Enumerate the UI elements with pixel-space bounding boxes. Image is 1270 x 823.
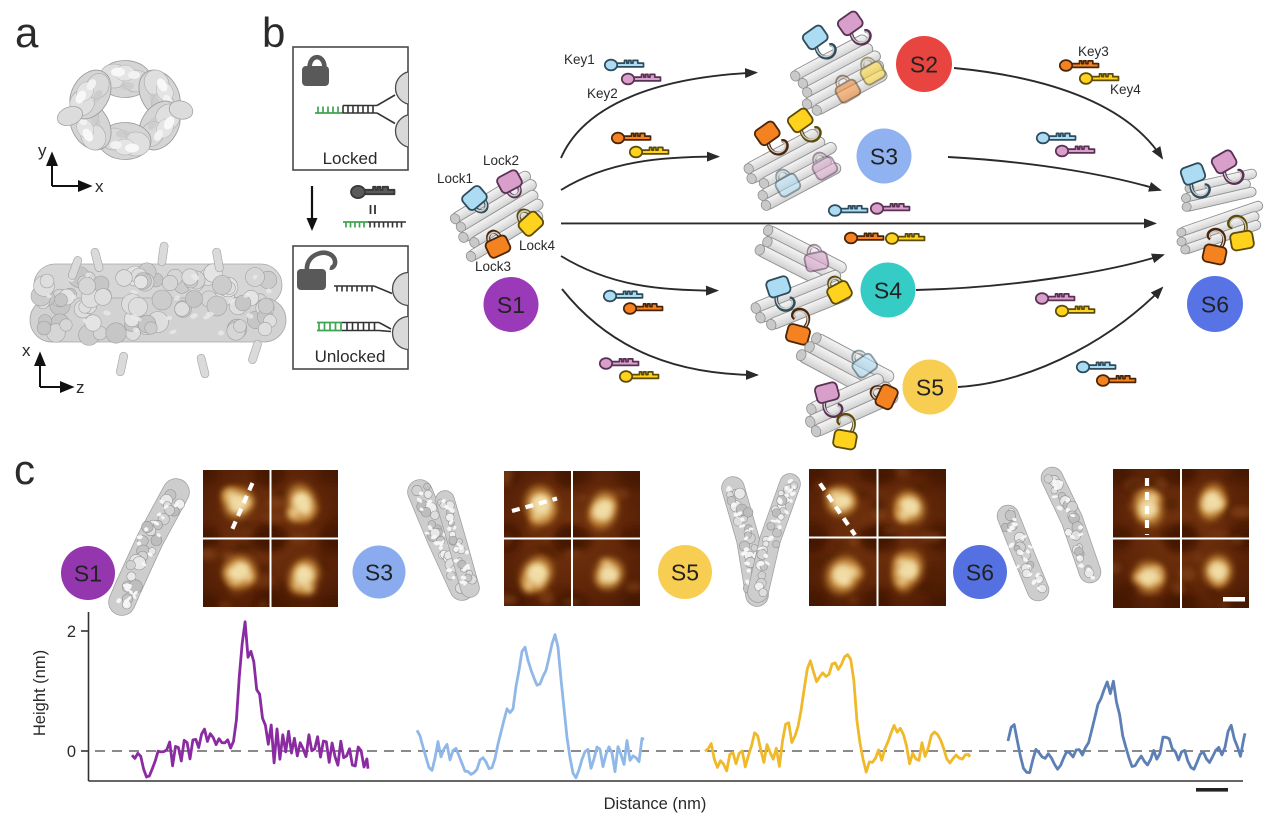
svg-text:Lock2: Lock2 (483, 153, 519, 168)
svg-text:S2: S2 (910, 51, 938, 77)
svg-text:x: x (22, 341, 31, 360)
svg-text:z: z (76, 378, 85, 397)
svg-text:Key2: Key2 (587, 86, 618, 101)
svg-text:S3: S3 (870, 143, 898, 169)
svg-text:Lock3: Lock3 (475, 259, 511, 274)
svg-text:S4: S4 (874, 277, 902, 303)
svg-text:Lock1: Lock1 (437, 171, 473, 186)
svg-text:Lock4: Lock4 (519, 238, 556, 253)
svg-text:S1: S1 (497, 292, 525, 318)
svg-text:2: 2 (67, 623, 76, 641)
svg-text:x: x (95, 177, 104, 196)
svg-text:b: b (262, 9, 285, 56)
svg-text:S5: S5 (671, 559, 699, 585)
svg-text:a: a (15, 9, 39, 56)
svg-text:y: y (38, 141, 47, 160)
svg-text:S1: S1 (74, 560, 102, 586)
svg-text:S3: S3 (365, 559, 393, 585)
svg-text:0: 0 (67, 743, 76, 761)
svg-text:S6: S6 (1201, 291, 1229, 317)
svg-text:Key3: Key3 (1078, 44, 1109, 59)
svg-text:Locked: Locked (323, 149, 378, 168)
svg-text:Key4: Key4 (1110, 82, 1141, 97)
svg-text:Height (nm): Height (nm) (31, 650, 49, 736)
svg-text:Key1: Key1 (564, 52, 595, 67)
svg-text:c: c (14, 446, 35, 493)
svg-text:S5: S5 (916, 374, 944, 400)
svg-text:S6: S6 (966, 559, 994, 585)
svg-text:Distance (nm): Distance (nm) (604, 795, 707, 813)
svg-text:Unlocked: Unlocked (315, 347, 386, 366)
